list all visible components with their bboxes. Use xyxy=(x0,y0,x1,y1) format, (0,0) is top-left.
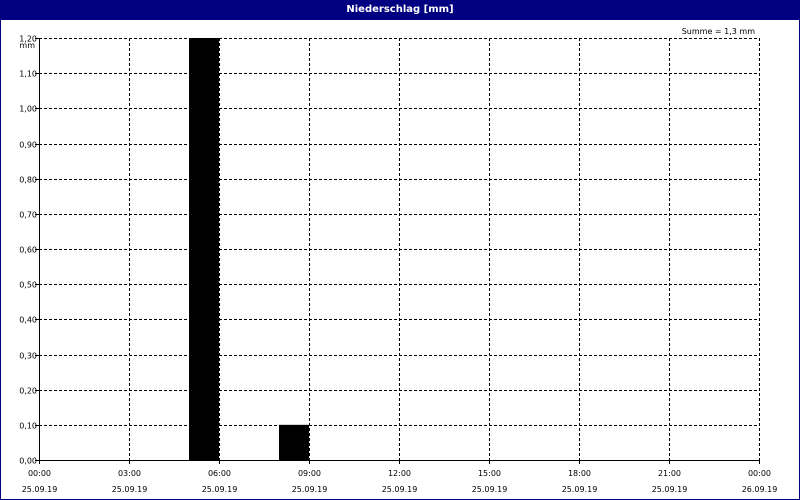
x-tick-date-label: 25.09.19 xyxy=(22,485,58,494)
y-tick-label: 0,40 xyxy=(19,316,37,325)
x-tick-time-label: 18:00 xyxy=(568,469,591,478)
y-tick-label: 0,70 xyxy=(19,211,37,220)
x-tick-date-label: 25.09.19 xyxy=(292,485,328,494)
precipitation-bar xyxy=(189,38,219,460)
x-tick-time-label: 21:00 xyxy=(658,469,681,478)
y-tick-label: 0,00 xyxy=(19,457,37,466)
x-tick-date-label: 25.09.19 xyxy=(472,485,508,494)
axes xyxy=(35,38,760,464)
y-tick-label: 0,30 xyxy=(19,352,37,361)
y-tick-label: 1,10 xyxy=(19,70,37,79)
x-tick-time-label: 00:00 xyxy=(28,469,51,478)
y-tick-label: 0,80 xyxy=(19,176,37,185)
x-tick-date-label: 26.09.19 xyxy=(742,485,778,494)
y-tick-label: 0,10 xyxy=(19,422,37,431)
chart-title: Niederschlag [mm] xyxy=(0,0,800,20)
x-tick-date-label: 25.09.19 xyxy=(652,485,688,494)
x-tick-time-label: 12:00 xyxy=(388,469,411,478)
y-tick-label: 1,00 xyxy=(19,105,37,114)
x-tick-time-label: 03:00 xyxy=(118,469,141,478)
grid xyxy=(39,38,760,460)
y-tick-label: 0,20 xyxy=(19,387,37,396)
x-tick-time-label: 06:00 xyxy=(208,469,231,478)
y-tick-label: 0,50 xyxy=(19,281,37,290)
sum-annotation: Summe = 1,3 mm xyxy=(682,27,756,36)
x-tick-date-label: 25.09.19 xyxy=(202,485,238,494)
x-tick-date-label: 25.09.19 xyxy=(112,485,148,494)
x-tick-time-label: 00:00 xyxy=(748,469,771,478)
y-tick-label: 0,60 xyxy=(19,246,37,255)
labels: 0,00 0,10 0,20 0,30 0,40 0,50 0,60 0,70 0,80 0,90… xyxy=(19,27,777,494)
x-tick-date-label: 25.09.19 xyxy=(562,485,598,494)
x-tick-date-label: 25.09.19 xyxy=(382,485,418,494)
x-tick-time-label: 09:00 xyxy=(298,469,321,478)
bars xyxy=(189,38,309,460)
precipitation-bar xyxy=(279,424,309,460)
y-tick-label: 1,20 xyxy=(19,35,37,44)
x-tick-time-label: 15:00 xyxy=(478,469,501,478)
y-axis-unit-label: mm xyxy=(19,41,35,50)
y-tick-label: 0,90 xyxy=(19,141,37,150)
